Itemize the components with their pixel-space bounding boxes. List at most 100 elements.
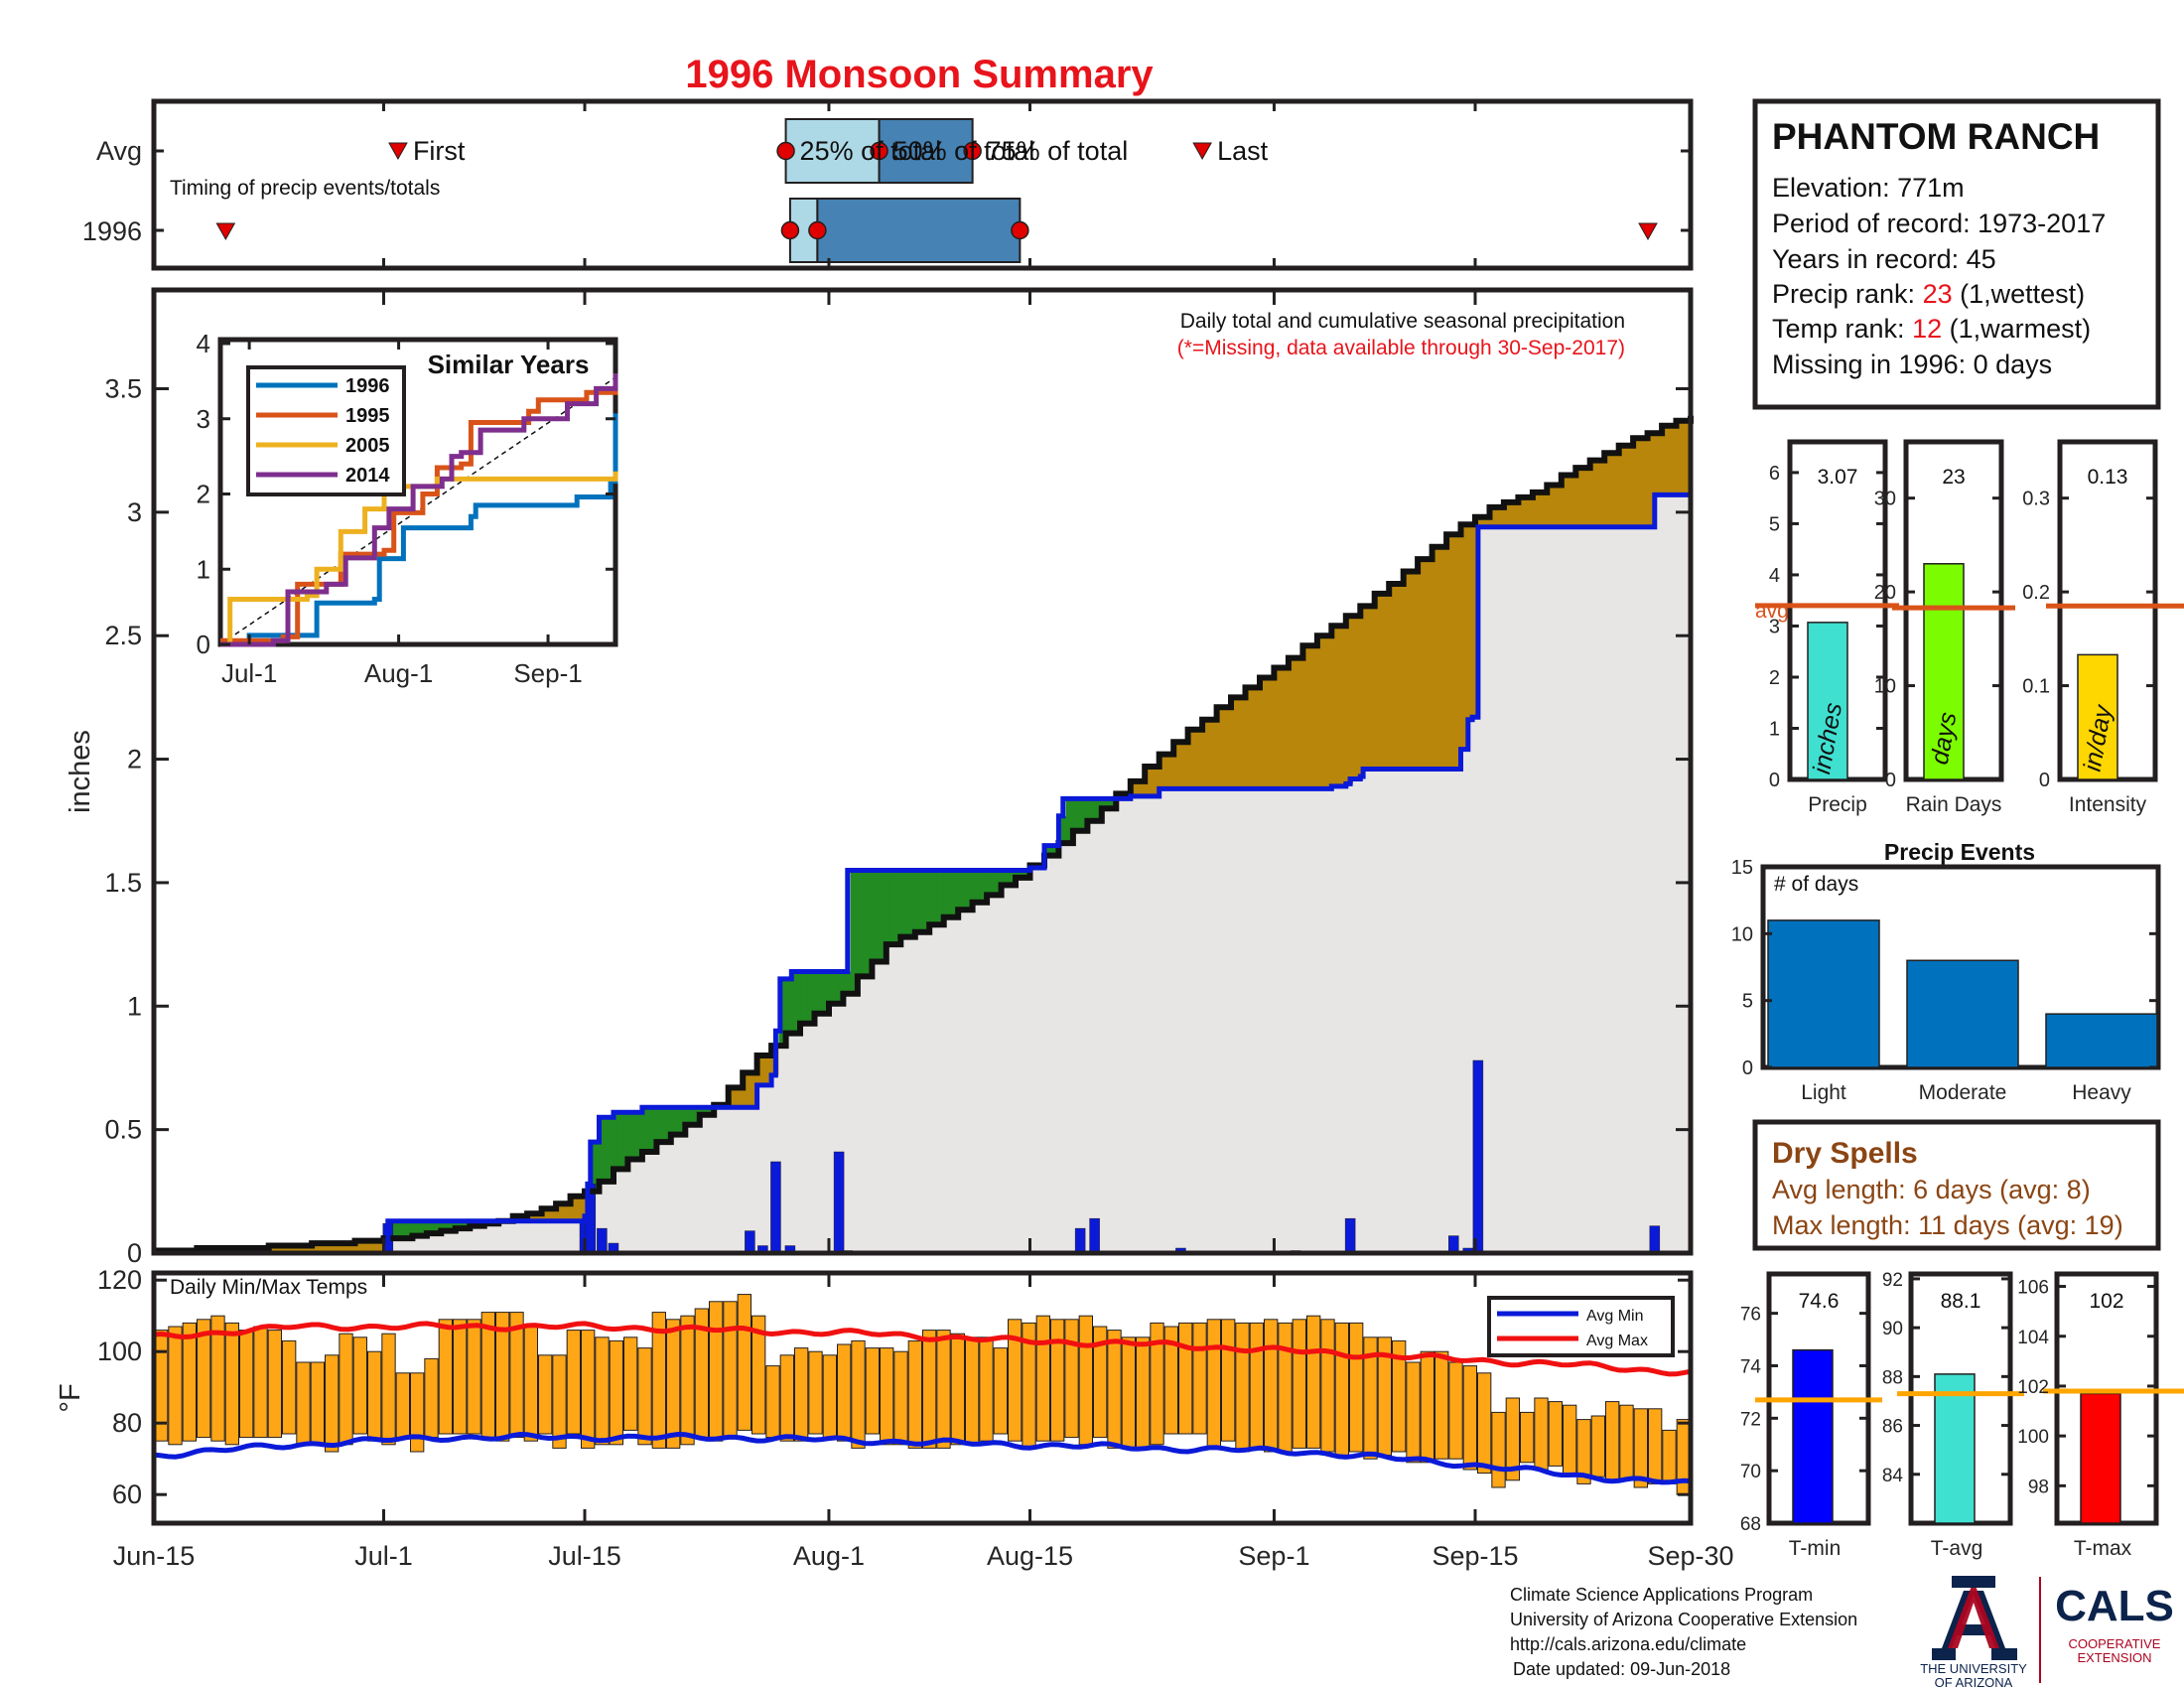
cumulative-area-slice bbox=[865, 976, 870, 1253]
avg-above-year-slice bbox=[1493, 506, 1498, 527]
cumulative-area-slice bbox=[1460, 749, 1465, 1253]
cumulative-area-slice bbox=[900, 936, 905, 1253]
year-above-avg-slice bbox=[463, 1220, 468, 1229]
inset-series-2014 bbox=[220, 373, 618, 647]
temp-range-bar bbox=[267, 1330, 282, 1439]
temp-ytick-label: 100 bbox=[97, 1336, 142, 1366]
avg-above-year-slice bbox=[750, 1072, 754, 1108]
year-above-avg-slice bbox=[1094, 798, 1099, 821]
main-ylabel: inches bbox=[65, 730, 96, 813]
year-above-avg-slice bbox=[893, 870, 898, 945]
cumulative-area-slice bbox=[1403, 769, 1408, 1253]
cumulative-area-slice bbox=[1025, 877, 1031, 1253]
year-above-avg-slice bbox=[868, 870, 873, 977]
cumulative-area-slice bbox=[1543, 526, 1548, 1253]
cumulative-area-slice bbox=[896, 944, 901, 1253]
year-above-avg-slice bbox=[692, 1107, 697, 1125]
cumulative-area-slice bbox=[1496, 526, 1501, 1253]
year-above-avg-slice bbox=[408, 1220, 414, 1239]
temp-range-bar bbox=[623, 1336, 638, 1431]
precip-rank-suffix: (1,wettest) bbox=[1953, 279, 2086, 309]
cumulative-area-slice bbox=[631, 1159, 636, 1253]
temp-range-bar bbox=[453, 1319, 468, 1435]
cumulative-area-slice bbox=[1571, 526, 1576, 1253]
cumulative-area-slice bbox=[1162, 788, 1167, 1253]
avg-above-year-slice bbox=[1205, 719, 1210, 789]
temp-range-bar bbox=[1278, 1322, 1293, 1453]
inset-xtick-label: Jul-1 bbox=[221, 658, 277, 688]
cumulative-area-slice bbox=[505, 1220, 510, 1253]
cumulative-area-slice bbox=[501, 1220, 507, 1253]
temp-range-bar bbox=[709, 1301, 724, 1442]
cumulative-area-slice bbox=[1636, 526, 1641, 1253]
cumulative-area-slice bbox=[1152, 795, 1157, 1253]
temp-range-bar bbox=[352, 1336, 367, 1435]
avg-above-year-slice bbox=[1464, 524, 1469, 750]
events-ylabel: # of days bbox=[1774, 873, 1858, 896]
cumulative-area-slice bbox=[463, 1228, 468, 1253]
avg-above-year-slice bbox=[1241, 697, 1247, 789]
q75-label: 75% of total bbox=[987, 136, 1129, 166]
cumulative-area-slice bbox=[918, 931, 923, 1253]
cumulative-area-slice bbox=[1012, 885, 1017, 1253]
year-above-avg-slice bbox=[455, 1220, 461, 1229]
cumulative-area-slice bbox=[1134, 795, 1139, 1253]
year-above-avg-slice bbox=[900, 870, 905, 937]
avg-above-year-slice bbox=[735, 1087, 741, 1108]
cumulative-area-slice bbox=[1536, 526, 1541, 1253]
temp-range-bar bbox=[367, 1350, 382, 1442]
stat-value-precip: 3.07 bbox=[1818, 466, 1858, 489]
year-above-avg-slice bbox=[810, 971, 816, 1024]
cumulative-area-slice bbox=[1245, 788, 1250, 1253]
avg-above-year-slice bbox=[763, 1055, 769, 1085]
cumulative-area-slice bbox=[1334, 785, 1340, 1253]
cumulative-area-slice bbox=[483, 1223, 488, 1253]
precip-rank-value: 23 bbox=[1923, 279, 1953, 309]
cumulative-area-slice bbox=[699, 1114, 704, 1253]
avg-above-year-slice bbox=[1449, 534, 1454, 770]
footer-line-4: Date updated: 09-Jun-2018 bbox=[1513, 1659, 1730, 1679]
cumulative-area-slice bbox=[574, 1220, 579, 1253]
year-above-avg-slice bbox=[681, 1107, 686, 1135]
stat-ytick-label: 0.3 bbox=[2022, 489, 2050, 510]
cumulative-area-slice bbox=[976, 902, 981, 1253]
cumulative-area-slice bbox=[1281, 788, 1286, 1253]
avg-above-year-slice bbox=[559, 1203, 564, 1221]
avg-above-year-slice bbox=[1156, 767, 1160, 796]
avg-above-year-slice bbox=[1184, 742, 1189, 789]
cumulative-area-slice bbox=[416, 1235, 421, 1253]
cumulative-area-slice bbox=[487, 1223, 492, 1253]
cumulative-area-slice bbox=[1202, 788, 1207, 1253]
avg-above-year-slice bbox=[1453, 534, 1458, 770]
avg-above-year-slice bbox=[545, 1208, 550, 1221]
temp-rank-value: 12 bbox=[1912, 314, 1942, 344]
cumulative-area-slice bbox=[872, 961, 877, 1253]
cumulative-area-slice bbox=[616, 1169, 621, 1253]
stat-bar-precip bbox=[1807, 622, 1848, 780]
timing-subtitle: Timing of precip events/totals bbox=[170, 177, 440, 200]
avg-above-year-slice bbox=[1596, 460, 1602, 527]
cumulative-area-slice bbox=[1176, 788, 1182, 1253]
avg-above-year-slice bbox=[341, 1243, 345, 1253]
year-above-avg-slice bbox=[800, 971, 805, 1024]
temp-stat-ytick-label: 70 bbox=[1740, 1462, 1761, 1482]
avg-above-year-slice bbox=[577, 1196, 583, 1221]
events-ticks: 0 5 10 15 bbox=[1731, 857, 2158, 1079]
inset-title: Similar Years bbox=[428, 350, 590, 379]
temp-ytick-label: 80 bbox=[112, 1408, 142, 1438]
year-above-avg-slice bbox=[595, 1142, 601, 1192]
x-tick-label: Sep-15 bbox=[1432, 1541, 1518, 1571]
avg-above-year-slice bbox=[354, 1240, 359, 1253]
daily-precip-bars bbox=[382, 1059, 1661, 1254]
year-above-avg-slice bbox=[828, 971, 834, 1004]
cumulative-area-slice bbox=[1327, 788, 1332, 1253]
cumulative-area-slice bbox=[1191, 788, 1196, 1253]
avg-above-year-slice bbox=[556, 1203, 561, 1221]
avg-above-year-slice bbox=[1593, 460, 1598, 527]
year-above-avg-slice bbox=[1087, 798, 1092, 821]
avg-above-year-slice bbox=[1302, 645, 1307, 789]
cumulative-area-slice bbox=[1145, 795, 1150, 1253]
cumulative-area-slice bbox=[818, 1013, 823, 1253]
year-above-avg-slice bbox=[965, 870, 970, 911]
cumulative-area-slice bbox=[1238, 788, 1243, 1253]
